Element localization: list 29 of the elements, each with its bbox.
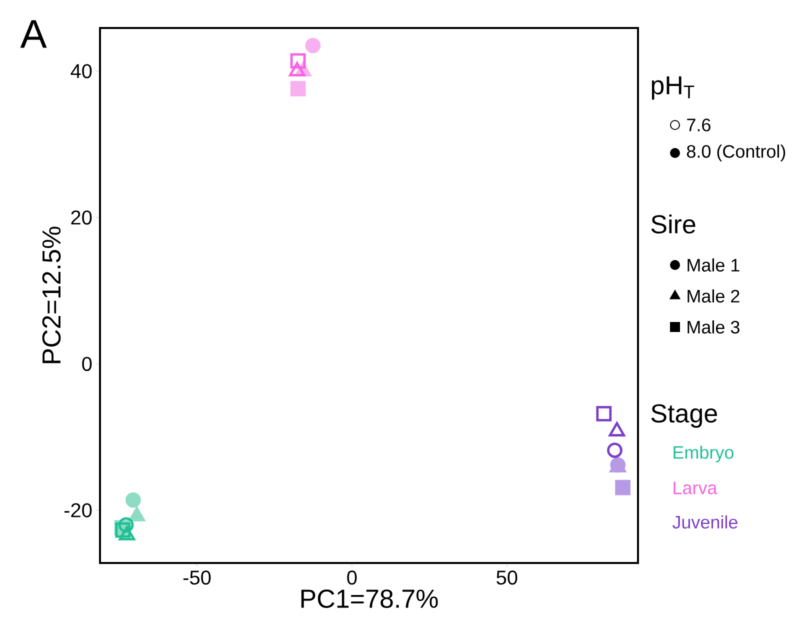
x-tick-label: 50: [496, 570, 518, 585]
text: Sire: [651, 214, 696, 234]
text: 7.6: [687, 118, 710, 132]
point: [118, 517, 134, 533]
point: [596, 406, 612, 422]
y-tick-label: 0: [82, 356, 92, 371]
x-axis-title: PC1=78.7%: [301, 590, 438, 608]
text: Male 1: [688, 258, 740, 272]
y-tick-label: 20: [71, 210, 92, 225]
text: Juvenile: [672, 515, 738, 529]
text: Male 3: [688, 320, 740, 334]
point: [615, 480, 631, 496]
text: 8.0 (Control): [686, 144, 786, 162]
text: pH$_{T}$: [652, 76, 694, 100]
y-tick-label: 40: [70, 64, 92, 78]
point: [607, 442, 622, 458]
x-tick-label: 0: [347, 570, 357, 585]
point: [290, 53, 306, 69]
point: [290, 81, 306, 96]
text: Embryo: [674, 446, 734, 462]
text: Male 2: [688, 289, 740, 303]
point: [125, 492, 141, 508]
y-tick-label: -20: [64, 503, 92, 518]
text: A: [20, 20, 47, 48]
text: Larva: [674, 482, 718, 494]
point: [305, 38, 321, 54]
text: Stage: [651, 404, 717, 428]
x-tick-label: -50: [183, 570, 211, 585]
y-axis-title: PC2=12.5%: [42, 226, 61, 364]
